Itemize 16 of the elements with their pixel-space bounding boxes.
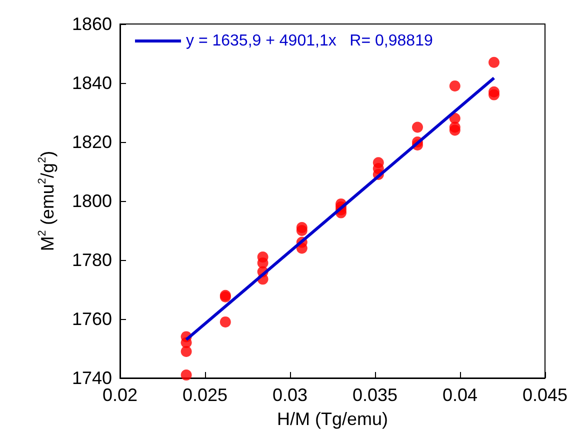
y-tick-label: 1800 xyxy=(72,191,112,211)
y-tick-label: 1740 xyxy=(72,368,112,388)
x-tick-label: 0.03 xyxy=(272,385,308,405)
y-tick-label: 1860 xyxy=(72,14,112,34)
y-tick-label: 1840 xyxy=(72,73,112,93)
x-axis-title: H/M (Tg/emu) xyxy=(276,409,388,429)
legend-label: y = 1635,9 + 4901,1x R= 0,98819 xyxy=(186,32,433,50)
x-tick-label: 0.04 xyxy=(442,385,478,405)
x-tick-label: 0.02 xyxy=(102,385,138,405)
y-axis-title: M2 (emu2/g2) xyxy=(36,150,58,252)
y-tick-label: 1820 xyxy=(72,132,112,152)
x-tick-label: 0.035 xyxy=(352,385,398,405)
x-tick-label: 0.045 xyxy=(522,385,568,405)
y-tick-label: 1780 xyxy=(72,250,112,270)
y-tick-label: 1760 xyxy=(72,309,112,329)
x-tick-label: 0.025 xyxy=(182,385,228,405)
